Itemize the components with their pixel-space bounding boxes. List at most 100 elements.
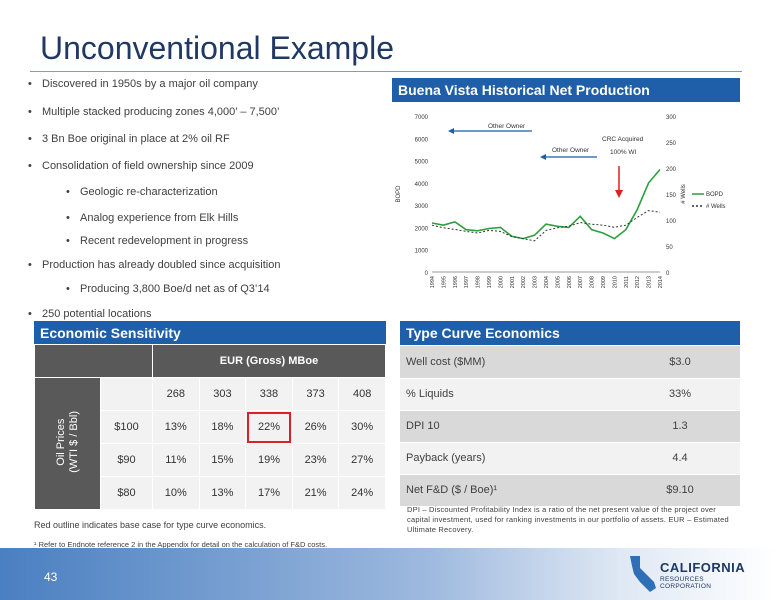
x-tick-label: 2006	[567, 276, 573, 288]
metric-label: Payback (years)	[400, 442, 620, 475]
x-tick-label: 2010	[612, 276, 618, 288]
metric-label: % Liquids	[400, 378, 620, 411]
table-cell: 13%	[152, 410, 200, 444]
y2-tick-label: 50	[666, 245, 673, 251]
type-curve-table: Well cost ($MM) $3.0 % Liquids 33% DPI 10 1…	[400, 346, 740, 507]
series-line-bopd	[431, 168, 661, 240]
table-cell: 10%	[152, 476, 200, 510]
metric-label: Well cost ($MM)	[400, 346, 620, 379]
x-tick-label: 2000	[498, 276, 504, 288]
sensitivity-table: EUR (Gross) MBoe Oil Prices (WTI $ / Bbl)…	[34, 344, 386, 510]
sub-bullet-item: • Producing 3,800 Boe/d net as of Q3’14	[66, 283, 270, 295]
logo-subtitle: RESOURCES CORPORATION	[660, 576, 712, 590]
price-row-header: $90	[100, 443, 153, 477]
y2-axis-label: # Wells	[681, 184, 687, 204]
footnote: ¹ Refer to Endnote reference 2 in the Ap…	[34, 540, 328, 549]
metric-value: $9.10	[620, 474, 740, 507]
table-cell: 13%	[198, 476, 247, 510]
annotation-label: Other Owner	[552, 147, 590, 154]
table-row: DPI 10 1.3	[400, 410, 740, 443]
annotation-label: Other Owner	[488, 123, 526, 130]
x-tick-label: 2009	[601, 276, 607, 288]
company-logo: CALIFORNIA RESOURCES CORPORATION	[626, 552, 756, 596]
metric-value: 4.4	[620, 442, 740, 475]
table-corner-cell	[100, 377, 153, 411]
base-case-cell: 22%	[245, 410, 293, 444]
y-axis-label: BOPD	[396, 185, 402, 203]
legend-label: # Wells	[706, 204, 726, 210]
dpi-note: DPI – Discounted Profitability Index is …	[407, 505, 729, 534]
title-divider	[30, 71, 742, 72]
sub-bullet-item: • Geologic re-characterization	[66, 186, 218, 198]
price-row-header: $80	[100, 476, 153, 510]
table-cell: 24%	[338, 476, 386, 510]
table-cell: 26%	[291, 410, 340, 444]
table-cell: 30%	[338, 410, 386, 444]
y-tick-label: 4000	[415, 182, 429, 188]
arrow-head-icon	[448, 128, 454, 134]
eur-column-header: 338	[245, 377, 293, 411]
x-tick-label: 2008	[590, 276, 596, 288]
x-tick-label: 2003	[533, 276, 539, 288]
table-cell: 17%	[245, 476, 293, 510]
california-map-icon	[630, 556, 656, 592]
x-tick-label: 2013	[647, 276, 653, 288]
x-tick-label: 2014	[658, 276, 664, 288]
arrow-head-icon	[540, 154, 546, 160]
y-tick-label: 2000	[415, 226, 429, 232]
table-row: Payback (years) 4.4	[400, 442, 740, 475]
x-tick-label: 1995	[441, 276, 447, 288]
table-cell: 27%	[338, 443, 386, 477]
x-tick-label: 1999	[487, 276, 493, 288]
legend-label: BOPD	[706, 192, 724, 198]
y2-tick-label: 250	[666, 141, 677, 147]
table-row: % Liquids 33%	[400, 378, 740, 411]
table-cell: 11%	[152, 443, 200, 477]
logo-name: CALIFORNIA	[660, 560, 746, 575]
x-tick-label: 1998	[476, 276, 482, 288]
metric-label: DPI 10	[400, 410, 620, 443]
metric-value: 33%	[620, 378, 740, 411]
page-title: Unconventional Example	[40, 30, 394, 66]
y2-tick-label: 200	[666, 167, 677, 173]
x-tick-label: 2001	[510, 276, 516, 288]
y-tick-label: 7000	[415, 115, 429, 121]
metric-value: $3.0	[620, 346, 740, 379]
page-number: 43	[44, 570, 58, 584]
metric-label: Net F&D ($ / Boe)¹	[400, 474, 620, 507]
metric-value: 1.3	[620, 410, 740, 443]
y-tick-label: 3000	[415, 204, 429, 210]
x-tick-label: 1997	[464, 276, 470, 288]
table-corner	[34, 344, 153, 378]
bullet-item: • 3 Bn Boe original in place at 2% oil RF	[28, 133, 230, 145]
eur-column-header: 408	[338, 377, 386, 411]
x-tick-label: 2007	[578, 276, 584, 288]
crc-annotation: CRC Acquired	[602, 136, 644, 143]
footer-band	[0, 548, 776, 600]
bullet-item: • Production has already doubled since ac…	[28, 259, 281, 271]
y2-tick-label: 100	[666, 219, 677, 225]
y-tick-label: 6000	[415, 137, 429, 143]
y-tick-label: 5000	[415, 160, 429, 166]
production-chart: 0 1000 2000 3000 4000 5000 6000 7000 0 50 100 150 20…	[392, 104, 740, 294]
series-line-wells	[431, 210, 661, 242]
bullet-item: • 250 potential locations	[28, 308, 152, 320]
x-tick-label: 2012	[635, 276, 641, 288]
table-row: Well cost ($MM) $3.0	[400, 346, 740, 379]
price-row-header: $100	[100, 410, 153, 444]
table-row: $80 10% 13% 17% 21% 24%	[35, 476, 386, 510]
x-tick-label: 1996	[453, 276, 459, 288]
price-axis-label: Oil Prices (WTI $ / Bbl)	[34, 377, 101, 510]
eur-column-header: 373	[291, 377, 340, 411]
production-chart-svg: 0 1000 2000 3000 4000 5000 6000 7000 0 50 100 150 20…	[396, 115, 726, 288]
bullet-item: • Multiple stacked producing zones 4,000’…	[28, 106, 280, 118]
x-tick-label: 2011	[624, 276, 630, 288]
eur-header: EUR (Gross) MBoe	[152, 344, 386, 378]
sub-bullet-item: • Analog experience from Elk Hills	[66, 212, 239, 224]
sub-bullet-item: • Recent redevelopment in progress	[66, 235, 249, 247]
table-row: Net F&D ($ / Boe)¹ $9.10	[400, 474, 740, 507]
table-row: $90 11% 15% 19% 23% 27%	[35, 443, 386, 477]
arrow-down-icon	[615, 190, 623, 198]
table-cell: 15%	[198, 443, 247, 477]
y-tick-label: 0	[425, 271, 429, 277]
